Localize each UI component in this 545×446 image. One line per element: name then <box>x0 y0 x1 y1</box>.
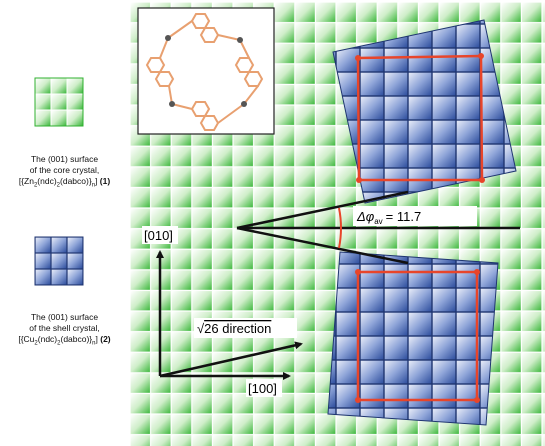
angle-ray-upper <box>236 190 409 230</box>
shell-caption-line-1: The (001) surface <box>30 312 99 322</box>
angle-label-bg <box>353 206 477 226</box>
direction-26-arrow <box>159 341 303 378</box>
lattice-node <box>479 177 485 183</box>
lattice-node <box>355 55 361 61</box>
molecule-inset <box>137 7 275 135</box>
angle-ray-lower <box>236 226 409 265</box>
lattice-node <box>478 53 484 59</box>
lattice-node <box>356 177 362 183</box>
shell-crystal-swatch <box>34 236 84 286</box>
core-caption-line-2: of the core crystal, <box>29 165 100 175</box>
angle-value: = 11.7 <box>386 209 422 224</box>
axis-100-label-bg <box>246 379 282 397</box>
lattice-node <box>474 269 480 275</box>
axis-100-label: [100] <box>248 381 277 396</box>
core-caption-line-1: The (001) surface <box>30 154 99 164</box>
shell-lattice-lower <box>327 251 499 426</box>
angle-label: Δφav = 11.7 <box>356 209 421 226</box>
lattice-axes <box>156 250 303 380</box>
shell-formula: [{Cu2(ndc)2(dabco)}n] (2) <box>18 334 111 347</box>
shell-crystal-caption: The (001) surface of the shell crystal, … <box>2 312 127 350</box>
dabco-linker-icons <box>165 35 247 107</box>
lattice-node <box>355 269 361 275</box>
angle-subscript: av <box>374 217 382 226</box>
sqrt-sign: √ <box>197 321 205 336</box>
angle-arc-lower <box>338 227 342 249</box>
shell-lattice-upper <box>332 19 517 204</box>
core-crystal-caption: The (001) surface of the core crystal, [… <box>2 154 127 192</box>
direction-label-bg <box>194 318 297 338</box>
axis-010-label-bg <box>142 226 178 244</box>
lattice-node <box>474 397 480 403</box>
core-formula: [{Zn2(ndc)2(dabco)}n] (1) <box>18 176 111 189</box>
shell-caption-line-2: of the shell crystal, <box>29 323 100 333</box>
lattice-node <box>355 397 361 403</box>
macrocycle-structure-icon <box>145 13 264 131</box>
axis-010-label: [010] <box>144 228 173 243</box>
angle-symbol: Δφ <box>356 209 375 224</box>
direction-label: √26 direction <box>197 321 271 336</box>
angle-construction <box>236 190 520 265</box>
direction-text: 26 direction <box>204 321 271 336</box>
core-crystal-swatch <box>34 77 84 127</box>
angle-arc-upper <box>338 207 342 229</box>
